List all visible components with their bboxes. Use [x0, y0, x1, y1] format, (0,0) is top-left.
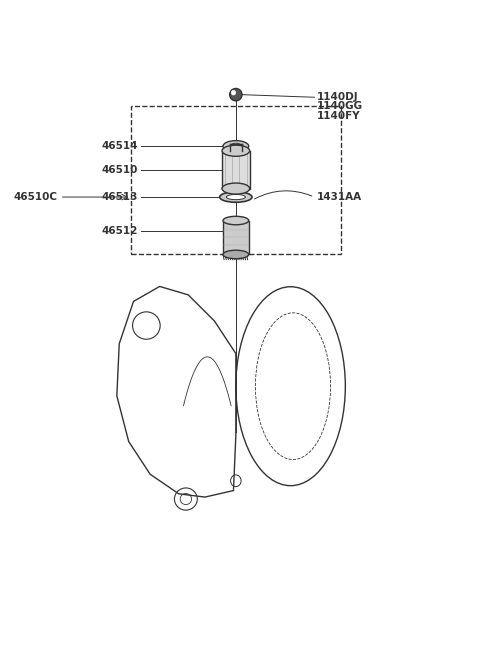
Text: 1140DJ: 1140DJ [317, 92, 359, 102]
Text: 1140GG: 1140GG [317, 102, 363, 111]
Bar [222, 151, 250, 189]
Ellipse shape [220, 192, 252, 202]
Text: 46510C: 46510C [13, 192, 57, 202]
Ellipse shape [223, 250, 249, 259]
Bar [223, 221, 249, 254]
Ellipse shape [223, 141, 249, 152]
Ellipse shape [231, 90, 236, 95]
Text: 46514: 46514 [102, 141, 138, 151]
Ellipse shape [230, 143, 241, 149]
Ellipse shape [227, 195, 245, 200]
Text: 1431AA: 1431AA [317, 192, 362, 202]
Ellipse shape [222, 183, 250, 194]
Text: 1140FY: 1140FY [317, 111, 360, 121]
Ellipse shape [229, 88, 242, 101]
Text: 46512: 46512 [102, 226, 138, 236]
Text: 46510: 46510 [102, 164, 138, 175]
Ellipse shape [223, 216, 249, 225]
Text: 46513: 46513 [102, 192, 138, 202]
Ellipse shape [222, 145, 250, 157]
